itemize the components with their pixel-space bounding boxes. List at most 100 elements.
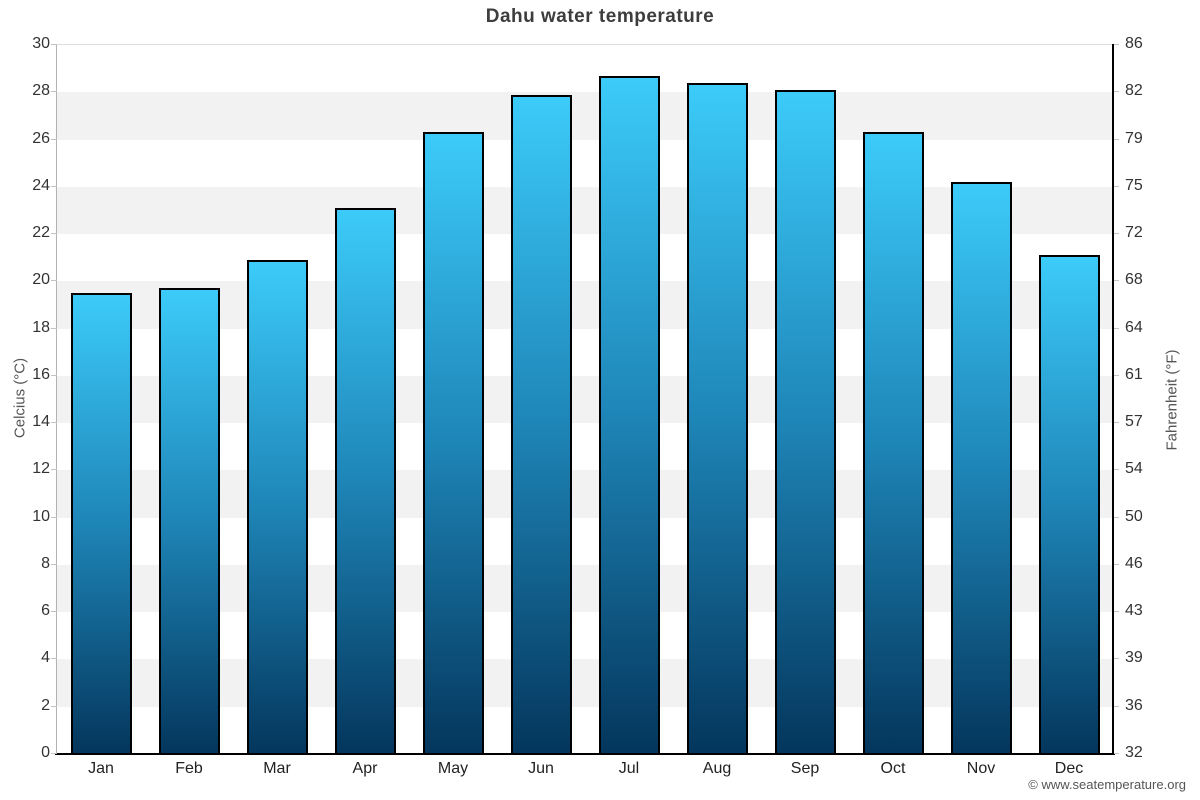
y-tick-label-celsius: 18 bbox=[32, 318, 50, 336]
y-tick-label-celsius: 28 bbox=[32, 82, 50, 100]
temperature-bar-sep[interactable] bbox=[774, 89, 836, 754]
y-tick-label-fahrenheit: 82 bbox=[1125, 82, 1143, 100]
y-tick-mark-left bbox=[51, 516, 57, 518]
grid-band bbox=[57, 140, 1113, 187]
y-tick-mark-left bbox=[51, 91, 57, 93]
grid-band bbox=[57, 186, 1113, 235]
y-tick-mark-right bbox=[1114, 280, 1119, 282]
y-tick-label-fahrenheit: 50 bbox=[1125, 507, 1143, 525]
y-tick-label-celsius: 8 bbox=[41, 554, 50, 572]
y-axis-title-fahrenheit: Fahrenheit (°F) bbox=[1163, 349, 1181, 451]
x-tick-label-jun: Jun bbox=[528, 760, 554, 777]
y-tick-mark-right bbox=[1114, 233, 1119, 235]
y-tick-mark-right bbox=[1114, 516, 1119, 518]
x-tick-label-oct: Oct bbox=[880, 760, 906, 777]
y-tick-label-celsius: 16 bbox=[32, 365, 50, 383]
y-tick-label-celsius: 26 bbox=[32, 129, 50, 147]
y-tick-mark-left bbox=[51, 44, 57, 45]
grid-band bbox=[57, 45, 1113, 92]
y-tick-mark-left bbox=[51, 327, 57, 329]
y-tick-label-fahrenheit: 57 bbox=[1125, 413, 1143, 431]
y-tick-mark-right bbox=[1114, 611, 1119, 613]
temperature-bar-mar[interactable] bbox=[246, 260, 308, 754]
x-tick-label-nov: Nov bbox=[966, 760, 996, 777]
y-tick-mark-right bbox=[1114, 469, 1119, 471]
temperature-bar-jun[interactable] bbox=[510, 94, 572, 754]
y-tick-label-fahrenheit: 32 bbox=[1125, 744, 1143, 761]
temperature-bar-may[interactable] bbox=[422, 132, 484, 754]
x-tick-label-sep: Sep bbox=[790, 760, 820, 777]
y-tick-label-fahrenheit: 36 bbox=[1125, 696, 1143, 714]
temperature-bar-oct[interactable] bbox=[862, 132, 924, 754]
x-tick-label-apr: Apr bbox=[352, 760, 378, 777]
y-tick-mark-left bbox=[51, 705, 57, 707]
y-tick-label-fahrenheit: 61 bbox=[1125, 365, 1143, 383]
temperature-bar-jan[interactable] bbox=[70, 293, 132, 754]
temperature-bar-aug[interactable] bbox=[686, 82, 748, 754]
y-tick-label-celsius: 30 bbox=[32, 35, 50, 52]
temperature-bar-apr[interactable] bbox=[334, 208, 396, 754]
y-tick-mark-left bbox=[51, 658, 57, 660]
x-tick-label-may: May bbox=[437, 760, 469, 777]
y-tick-mark-right bbox=[1114, 658, 1119, 660]
y-tick-label-celsius: 0 bbox=[41, 744, 50, 761]
y-tick-label-celsius: 20 bbox=[32, 271, 50, 289]
y-tick-mark-right bbox=[1114, 374, 1119, 376]
y-tick-label-celsius: 12 bbox=[32, 460, 50, 478]
x-tick-label-aug: Aug bbox=[702, 760, 732, 777]
y-tick-label-celsius: 6 bbox=[41, 602, 50, 620]
y-tick-label-celsius: 2 bbox=[41, 696, 50, 714]
y-tick-mark-left bbox=[51, 185, 57, 187]
temperature-bar-jul[interactable] bbox=[598, 75, 660, 754]
y-tick-label-fahrenheit: 39 bbox=[1125, 649, 1143, 667]
y-tick-label-fahrenheit: 46 bbox=[1125, 554, 1143, 572]
y-tick-mark-left bbox=[51, 138, 57, 140]
y-tick-mark-right bbox=[1114, 563, 1119, 565]
y-tick-mark-left bbox=[51, 469, 57, 471]
temperature-bar-feb[interactable] bbox=[158, 288, 220, 754]
grid-band bbox=[57, 281, 1113, 329]
temperature-bar-dec[interactable] bbox=[1038, 255, 1100, 754]
y-tick-label-fahrenheit: 75 bbox=[1125, 176, 1143, 194]
y-tick-mark-left bbox=[51, 233, 57, 235]
temperature-bar-nov[interactable] bbox=[950, 182, 1012, 754]
copyright-text: © www.seatemperature.org bbox=[1028, 777, 1186, 792]
plot-area bbox=[57, 44, 1113, 754]
y-tick-label-fahrenheit: 54 bbox=[1125, 460, 1143, 478]
y-axis-line-left bbox=[56, 44, 57, 753]
y-tick-label-celsius: 14 bbox=[32, 413, 50, 431]
grid-band bbox=[57, 470, 1113, 518]
y-tick-mark-right bbox=[1114, 753, 1119, 754]
y-tick-mark-right bbox=[1114, 91, 1119, 93]
y-tick-label-fahrenheit: 79 bbox=[1125, 129, 1143, 147]
y-tick-mark-right bbox=[1114, 705, 1119, 707]
grid-band bbox=[57, 564, 1113, 613]
x-axis-line bbox=[55, 753, 1115, 755]
y-tick-label-celsius: 24 bbox=[32, 176, 50, 194]
y-tick-mark-right bbox=[1114, 422, 1119, 424]
y-tick-mark-left bbox=[51, 563, 57, 565]
y-tick-mark-left bbox=[51, 374, 57, 376]
grid-band bbox=[57, 375, 1113, 424]
y-tick-label-fahrenheit: 72 bbox=[1125, 224, 1143, 242]
y-tick-label-fahrenheit: 86 bbox=[1125, 35, 1143, 52]
y-tick-mark-left bbox=[51, 753, 57, 754]
x-tick-label-mar: Mar bbox=[263, 760, 291, 777]
y-tick-mark-right bbox=[1114, 185, 1119, 187]
x-tick-label-jul: Jul bbox=[618, 760, 640, 777]
y-tick-mark-left bbox=[51, 422, 57, 424]
y-tick-mark-left bbox=[51, 611, 57, 613]
chart-title: Dahu water temperature bbox=[485, 6, 715, 27]
y-tick-label-fahrenheit: 64 bbox=[1125, 318, 1143, 336]
y-axis-line-right bbox=[1112, 44, 1114, 755]
y-tick-label-celsius: 4 bbox=[41, 649, 50, 667]
y-tick-label-celsius: 22 bbox=[32, 224, 50, 242]
y-tick-mark-right bbox=[1114, 327, 1119, 329]
x-tick-label-dec: Dec bbox=[1054, 760, 1084, 777]
y-tick-mark-right bbox=[1114, 138, 1119, 140]
x-tick-label-feb: Feb bbox=[175, 760, 203, 777]
y-tick-label-celsius: 10 bbox=[32, 507, 50, 525]
y-tick-mark-left bbox=[51, 280, 57, 282]
x-tick-label-jan: Jan bbox=[88, 760, 114, 777]
